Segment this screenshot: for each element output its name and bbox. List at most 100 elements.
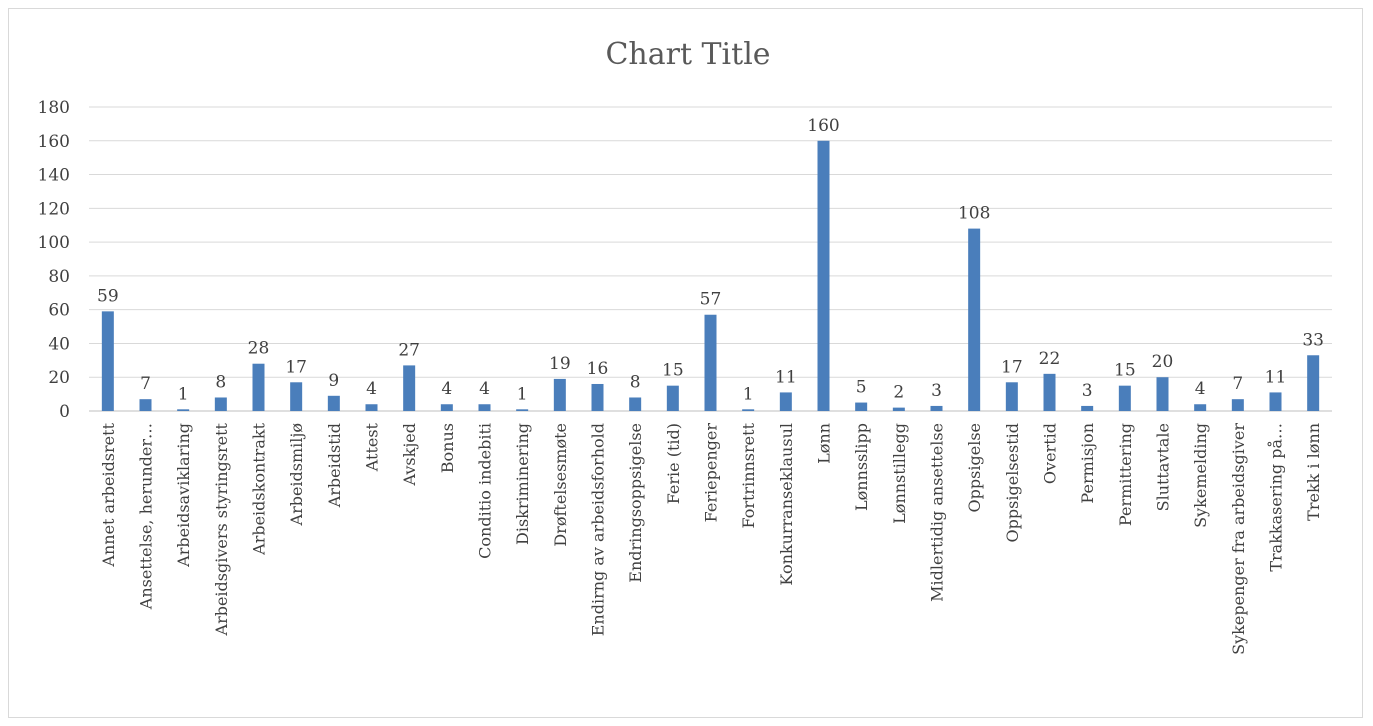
x-tick-label: Konkurranseklausul [777,423,796,586]
y-tick-label: 0 [59,402,70,422]
x-tick-label: Feriepenger [702,423,721,523]
data-label: 17 [1001,357,1023,377]
data-label: 9 [328,371,339,391]
bar [177,409,190,411]
data-label: 57 [700,290,722,310]
x-tick-label: Fortrinnsrett [739,422,758,528]
x-tick-label: Bonus [438,423,457,473]
x-tick-label: Annet arbeidsrett [99,422,118,567]
bar [591,383,604,411]
x-tick-label: Diskriminering [513,423,532,545]
data-label: 16 [587,359,609,379]
data-label: 28 [248,339,270,359]
bar [704,314,717,411]
x-tick-label: Endirng av arbeidsforhold [589,423,608,636]
data-label: 59 [97,286,119,306]
data-label: 8 [630,372,641,392]
y-tick-label: 20 [48,368,70,388]
bar [892,407,905,411]
data-label: 15 [1114,361,1136,381]
bar [817,140,830,411]
y-axis: 0 20 40 60 80 100 120 140 160 180 [38,98,70,422]
bar [139,399,152,411]
data-label: 4 [441,379,452,399]
bar [930,405,943,411]
x-tick-label: Lønnsslipp [852,423,871,511]
y-tick-label: 180 [38,98,70,118]
bar [553,378,566,411]
bar [252,363,265,411]
x-tick-label: Sluttavtale [1154,423,1173,511]
bar [403,365,416,411]
data-label: 15 [662,361,684,381]
bar [855,402,868,411]
x-axis: Annet arbeidsrett Ansettelse, herunder… Ar… [99,422,1323,654]
y-tick-label: 40 [48,334,70,354]
data-label: 33 [1302,330,1324,350]
bar [214,397,227,411]
x-tick-label: Arbeidsaviklaring [174,423,193,568]
bar [1194,404,1207,411]
y-tick-label: 160 [38,132,70,152]
x-tick-label: Overtid [1041,423,1060,484]
data-label: 27 [398,340,420,360]
data-label: 4 [479,379,490,399]
y-tick-label: 140 [38,166,70,186]
chart-title: Chart Title [605,37,770,72]
x-tick-label: Permittering [1116,423,1135,526]
bar [779,392,792,411]
x-tick-label: Avskjed [400,423,419,487]
x-tick-label: Sykepenger fra arbeidsgiver [1229,423,1248,655]
bar [666,385,679,411]
data-label: 1 [517,384,528,404]
bar [1081,405,1094,411]
data-label: 8 [215,372,226,392]
y-tick-label: 100 [38,233,70,253]
data-label: 2 [893,383,904,403]
data-label: 7 [140,374,151,394]
x-tick-label: Sykemelding [1191,423,1210,528]
bar [478,404,491,411]
bar [1269,392,1282,411]
x-tick-label: Oppsigelsestid [1003,423,1022,542]
x-tick-label: Attest [363,422,382,472]
y-tick-label: 80 [48,267,70,287]
bar [1043,373,1056,411]
bar [742,409,755,411]
data-label: 3 [1082,381,1093,401]
data-label: 20 [1152,352,1174,372]
bar [1156,377,1169,411]
bar [365,404,378,411]
data-label: 19 [549,354,571,374]
x-tick-label: Trekk i lønn [1304,423,1323,521]
x-tick-label: Lønn [815,423,834,464]
bars [101,140,1320,411]
x-tick-label: Ferie (tid) [664,423,683,504]
data-label: 11 [775,367,797,387]
bar [290,382,303,411]
bar [629,397,642,411]
bar [440,404,453,411]
data-label: 4 [1195,379,1206,399]
bar [1307,355,1320,411]
chart-area [8,8,1363,718]
y-tick-label: 60 [48,301,70,321]
data-label: 1 [178,384,189,404]
x-tick-label: Arbeidstid [325,423,344,508]
bar [1231,399,1244,411]
data-label: 160 [807,116,839,136]
data-label: 108 [958,204,990,224]
bar [1118,385,1131,411]
data-label: 22 [1039,349,1061,369]
data-label: 7 [1232,374,1243,394]
bar [1005,382,1018,411]
data-label: 17 [285,357,307,377]
data-label: 1 [743,384,754,404]
bar [101,311,114,411]
x-tick-label: Trakkasering på… [1267,423,1286,572]
bar [516,409,529,411]
x-tick-label: Oppsigelse [965,423,984,512]
bar [327,395,340,411]
x-tick-label: Ansettelse, herunder… [137,423,156,610]
